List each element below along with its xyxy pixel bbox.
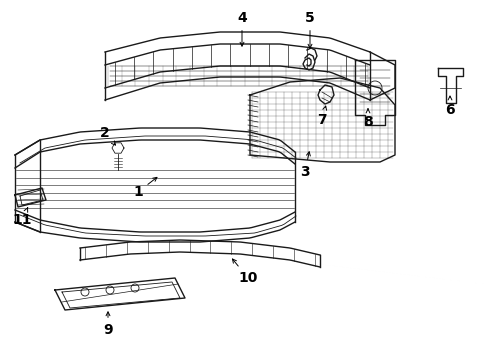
Text: 11: 11: [12, 208, 32, 227]
Text: 5: 5: [305, 11, 315, 48]
Text: 2: 2: [100, 126, 116, 145]
Text: 4: 4: [237, 11, 247, 46]
Text: 3: 3: [300, 152, 310, 179]
Text: 10: 10: [232, 259, 258, 285]
Text: 1: 1: [133, 177, 157, 199]
Text: 8: 8: [363, 109, 373, 129]
Text: 7: 7: [317, 106, 327, 127]
Text: 9: 9: [103, 312, 113, 337]
Text: 6: 6: [445, 96, 455, 117]
